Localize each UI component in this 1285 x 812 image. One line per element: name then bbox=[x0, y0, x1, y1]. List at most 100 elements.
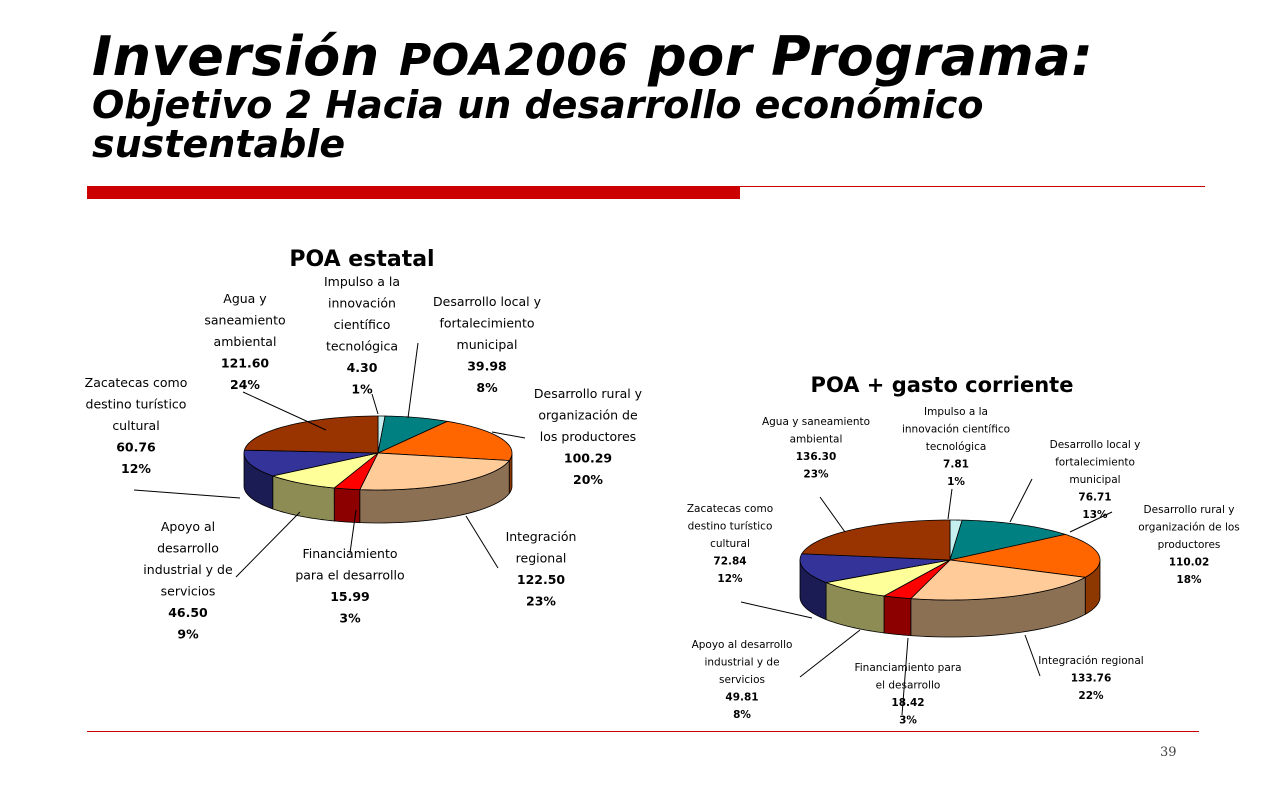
slice-category: Financiamiento para bbox=[854, 662, 961, 674]
slice-value: 4.30 bbox=[347, 360, 378, 375]
slice-label: Impulso a la innovación científico tecnoló… bbox=[902, 406, 1010, 520]
slice-category: Apoyo al bbox=[161, 519, 215, 534]
pie-top bbox=[243, 415, 513, 491]
slice-percent: 12% bbox=[121, 461, 151, 476]
page-number: 39 bbox=[1160, 745, 1177, 760]
slice-value: 76.71 bbox=[1078, 492, 1111, 504]
pie-slice bbox=[801, 519, 951, 561]
slice-category: los productores bbox=[540, 429, 636, 444]
pie-slice bbox=[377, 420, 513, 461]
pie-side-walls bbox=[799, 560, 1101, 638]
slice-label: Desarrollo rural y organización de los pro… bbox=[491, 386, 643, 487]
slice-label: Desarrollo local y fortalecimiento municip… bbox=[407, 294, 542, 419]
slice-category: Impulso a la bbox=[924, 406, 988, 418]
slice-percent: 20% bbox=[573, 472, 603, 487]
slice-value: 15.99 bbox=[330, 589, 370, 604]
slice-percent: 12% bbox=[717, 573, 743, 585]
slice-value: 110.02 bbox=[1169, 557, 1210, 569]
title-part-2: POA2006 bbox=[398, 35, 629, 86]
leader-line bbox=[819, 496, 846, 533]
slice-category: cultural bbox=[710, 538, 750, 550]
slice-label: Desarrollo local y fortalecimiento municip… bbox=[1009, 439, 1141, 523]
slice-category: innovación bbox=[328, 296, 396, 311]
slice-category: Desarrollo local y bbox=[433, 294, 542, 309]
leader-line bbox=[491, 431, 526, 439]
slice-category: destino turístico bbox=[688, 521, 773, 533]
leader-line bbox=[1024, 634, 1041, 677]
title-line-3: sustentable bbox=[92, 122, 346, 166]
pie-slice bbox=[243, 415, 379, 454]
slice-category: industrial y de bbox=[704, 657, 779, 669]
slice-percent: 13% bbox=[1082, 509, 1108, 521]
pie-slice bbox=[377, 415, 449, 454]
slice-category: tecnológica bbox=[926, 441, 987, 453]
pie-slice bbox=[799, 553, 951, 583]
slice-category: fortalecimiento bbox=[1055, 457, 1135, 469]
pie-slice bbox=[359, 452, 511, 491]
pie-top bbox=[799, 519, 1101, 601]
slice-category: Agua y bbox=[223, 291, 267, 306]
slice-label: Apoyo al desarrollo industrial y de servici… bbox=[143, 511, 301, 642]
slice-value: 60.76 bbox=[116, 440, 156, 455]
slice-value: 122.50 bbox=[517, 572, 566, 587]
slice-category: desarrollo bbox=[157, 541, 219, 556]
slice-label: Financiamiento para el desarrollo 15.99 3% bbox=[295, 509, 405, 626]
pie-side-walls bbox=[243, 453, 513, 524]
leader-line bbox=[1009, 478, 1033, 523]
leader-line bbox=[407, 342, 419, 419]
slice-category: Desarrollo local y bbox=[1050, 439, 1141, 451]
slice-value: 100.29 bbox=[564, 451, 612, 466]
pie-slice bbox=[909, 559, 1087, 601]
title-part-3: por Programa: bbox=[628, 25, 1094, 88]
slice-label: Integración regional 133.76 22% bbox=[1024, 634, 1144, 702]
footer-line bbox=[87, 731, 1199, 732]
pie-slice bbox=[824, 559, 951, 597]
slice-category: saneamiento bbox=[204, 313, 285, 328]
slice-percent: 23% bbox=[803, 469, 829, 481]
slice-category: Desarrollo rural y bbox=[534, 386, 643, 401]
slice-category: ambiental bbox=[790, 434, 843, 446]
slice-label: Zacatecas como destino turístico cultural 7… bbox=[687, 503, 813, 619]
slice-value: 7.81 bbox=[943, 459, 969, 471]
slice-category: Desarrollo rural y bbox=[1144, 504, 1235, 516]
slice-category: para el desarrollo bbox=[295, 568, 404, 583]
leader-line bbox=[133, 489, 241, 499]
pie-slice bbox=[949, 534, 1101, 578]
pie-slice-side bbox=[883, 595, 912, 637]
leader-line bbox=[371, 393, 379, 415]
slice-percent: 24% bbox=[230, 377, 260, 392]
slice-category: fortalecimiento bbox=[439, 316, 534, 331]
slice-value: 121.60 bbox=[221, 356, 270, 371]
title-part-1: Inversión bbox=[92, 25, 399, 88]
title-line-2: Objetivo 2 Hacia un desarrollo económico bbox=[92, 83, 984, 127]
slice-label: Impulso a la innovación científico tecnológ… bbox=[324, 274, 400, 415]
slice-percent: 8% bbox=[733, 709, 751, 721]
pie-slice bbox=[949, 519, 1067, 561]
slice-category: organización de bbox=[538, 408, 638, 423]
slice-percent: 1% bbox=[351, 382, 373, 397]
slice-percent: 8% bbox=[476, 380, 498, 395]
title-line-1: Inversión POA2006 por Programa: bbox=[92, 30, 1242, 84]
leader-line bbox=[901, 637, 909, 716]
slice-category: Financiamiento bbox=[302, 546, 397, 561]
pie-slice bbox=[882, 559, 951, 600]
slice-percent: 3% bbox=[339, 611, 361, 626]
slice-category: municipal bbox=[1069, 474, 1120, 486]
slice-category: Impulso a la bbox=[324, 274, 400, 289]
slide-title: Inversión POA2006 por Programa: Objetivo… bbox=[92, 30, 1242, 166]
slice-label: Agua y saneamiento ambiental 121.60 24% bbox=[204, 291, 327, 431]
slice-percent: 1% bbox=[947, 476, 965, 488]
chart-title: POA + gasto corriente bbox=[811, 373, 1074, 397]
leader-line bbox=[465, 515, 499, 569]
slice-value: 39.98 bbox=[467, 359, 507, 374]
pie-slice bbox=[271, 452, 379, 489]
leader-line bbox=[235, 511, 301, 578]
slice-value: 136.30 bbox=[796, 451, 837, 463]
slice-label: Apoyo al desarrollo industrial y de servic… bbox=[692, 629, 861, 721]
slice-category: Apoyo al desarrollo bbox=[692, 639, 793, 651]
slice-value: 72.84 bbox=[713, 556, 746, 568]
slice-label: Integración regional 122.50 23% bbox=[465, 515, 576, 609]
slice-category: innovación científico bbox=[902, 424, 1010, 436]
slice-percent: 22% bbox=[1078, 690, 1104, 702]
